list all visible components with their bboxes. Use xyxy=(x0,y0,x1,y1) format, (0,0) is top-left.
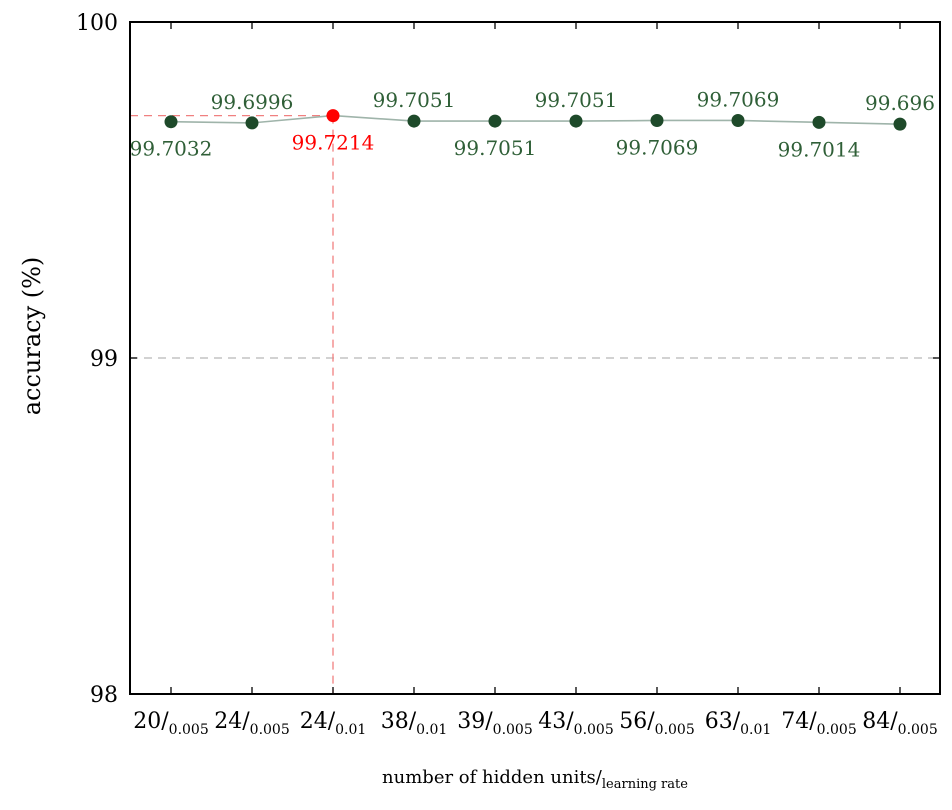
data-point xyxy=(164,115,178,129)
data-label: 99.7032 xyxy=(130,137,213,161)
data-label: 99.7214 xyxy=(292,131,375,155)
data-point xyxy=(245,116,259,130)
data-label: 99.7051 xyxy=(535,88,618,112)
data-point xyxy=(731,113,745,127)
data-label: 99.7051 xyxy=(373,88,456,112)
data-point xyxy=(407,114,421,128)
y-tick-label: 99 xyxy=(90,347,118,372)
data-label: 99.7069 xyxy=(697,87,780,111)
y-tick-label: 98 xyxy=(90,683,118,708)
x-tick-label: 74/0.005 xyxy=(781,709,857,738)
data-point xyxy=(812,115,826,129)
data-point xyxy=(569,114,583,128)
data-point xyxy=(488,114,502,128)
y-tick-label: 100 xyxy=(76,11,118,36)
x-tick-label: 43/0.005 xyxy=(538,709,614,738)
x-tick-label: 38/0.01 xyxy=(381,709,448,738)
highlight-point xyxy=(326,109,340,123)
x-tick-label: 63/0.01 xyxy=(705,709,772,738)
y-axis-label: accuracy (%) xyxy=(18,257,46,416)
x-axis-label: number of hidden units/learning rate xyxy=(382,767,688,792)
x-tick-label: 24/0.01 xyxy=(300,709,367,738)
x-tick-label: 20/0.005 xyxy=(133,709,209,738)
x-tick-label: 84/0.005 xyxy=(862,709,938,738)
data-label: 99.7051 xyxy=(454,136,537,160)
data-label: 99.7069 xyxy=(616,135,699,159)
data-label: 99.6996 xyxy=(211,90,294,114)
data-label: 99.7014 xyxy=(778,137,861,161)
data-label: 99.696 xyxy=(865,91,935,115)
x-tick-label: 39/0.005 xyxy=(457,709,533,738)
data-point xyxy=(893,117,907,131)
data-point xyxy=(650,113,664,127)
x-tick-label: 56/0.005 xyxy=(619,709,695,738)
series-line xyxy=(170,114,901,125)
x-tick-label: 24/0.005 xyxy=(214,709,290,738)
